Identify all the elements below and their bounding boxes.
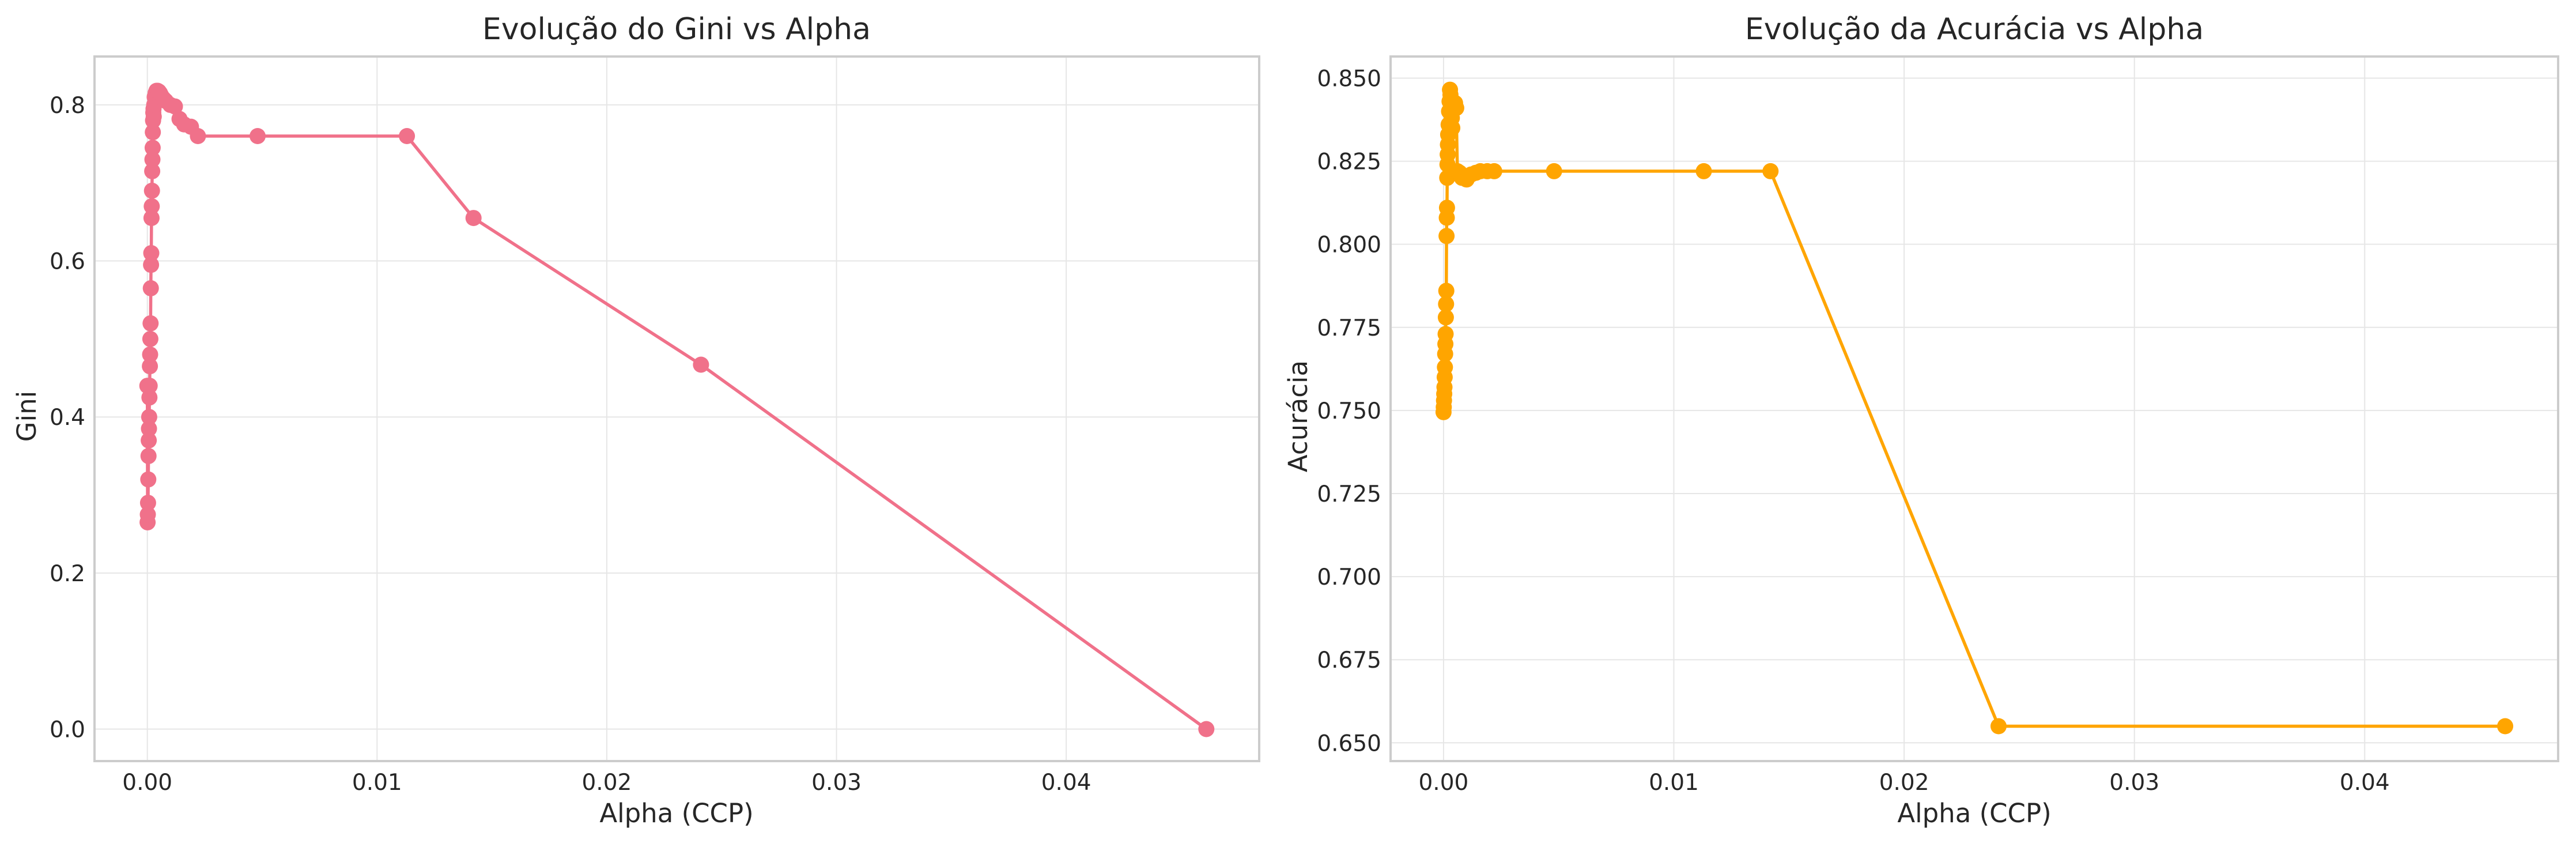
gini-x-tick-label: 0.03 bbox=[811, 770, 862, 796]
accuracy-data-point bbox=[1990, 718, 2007, 735]
accuracy-x-axis-label: Alpha (CCP) bbox=[1897, 798, 2051, 829]
gini-x-tick-label: 0.01 bbox=[352, 770, 402, 796]
gini-data-point bbox=[141, 389, 158, 406]
accuracy-data-point bbox=[1438, 283, 1455, 299]
gini-x-tick-label: 0.00 bbox=[122, 770, 172, 796]
gini-data-point bbox=[465, 210, 482, 227]
accuracy-y-tick-label: 0.750 bbox=[1317, 398, 1381, 424]
accuracy-x-tick-label: 0.01 bbox=[1649, 770, 1699, 796]
gini-data-point bbox=[250, 128, 266, 144]
accuracy-x-tick-label: 0.04 bbox=[2340, 770, 2390, 796]
gini-data-point bbox=[141, 432, 157, 449]
accuracy-data-point bbox=[1546, 163, 1562, 179]
accuracy-y-tick-label: 0.800 bbox=[1317, 232, 1381, 258]
gini-y-tick-label: 0.6 bbox=[50, 249, 85, 275]
accuracy-data-point bbox=[1448, 100, 1464, 116]
accuracy-x-tick-label: 0.03 bbox=[2109, 770, 2159, 796]
accuracy-y-tick-label: 0.775 bbox=[1317, 315, 1381, 341]
gini-y-axis-label: Gini bbox=[12, 391, 42, 442]
accuracy-chart-title: Evolução da Acurácia vs Alpha bbox=[1745, 12, 2204, 47]
accuracy-y-tick-label: 0.650 bbox=[1317, 731, 1381, 756]
gini-y-tick-label: 0.8 bbox=[50, 93, 85, 119]
accuracy-data-point bbox=[1444, 119, 1461, 136]
gini-data-point bbox=[139, 506, 156, 523]
gini-data-point bbox=[141, 409, 157, 426]
gini-data-point bbox=[141, 420, 157, 437]
accuracy-chart: Evolução da Acurácia vs Alpha 0.00 0.01 0.… bbox=[1283, 12, 2559, 829]
gini-data-point bbox=[693, 356, 709, 373]
accuracy-data-point bbox=[1438, 228, 1455, 244]
gini-x-axis-label: Alpha (CCP) bbox=[599, 798, 753, 829]
gini-chart: Evolução do Gini vs Alpha 0.00 0.01 0.02 0.… bbox=[12, 12, 1260, 829]
accuracy-y-axis-label: Acurácia bbox=[1283, 360, 1313, 472]
gini-data-point bbox=[142, 346, 158, 363]
gini-data-point bbox=[144, 151, 161, 168]
accuracy-y-tick-label: 0.675 bbox=[1317, 648, 1381, 673]
gini-data-point bbox=[140, 471, 157, 488]
gini-plot-frame bbox=[93, 55, 1260, 762]
gini-data-point bbox=[139, 495, 156, 511]
accuracy-data-point bbox=[1438, 199, 1455, 216]
accuracy-x-tick-label: 0.00 bbox=[1418, 770, 1468, 796]
gini-data-point bbox=[142, 358, 158, 375]
accuracy-data-point bbox=[1437, 309, 1454, 326]
gini-y-tick-label: 0.2 bbox=[50, 561, 85, 587]
gini-data-point bbox=[143, 182, 160, 199]
gini-series-line bbox=[145, 89, 1207, 731]
accuracy-data-point bbox=[2497, 718, 2514, 735]
gini-data-point bbox=[142, 330, 158, 347]
accuracy-y-tick-label: 0.850 bbox=[1317, 66, 1381, 92]
gini-data-point bbox=[167, 98, 183, 115]
gini-data-point bbox=[143, 210, 160, 227]
gini-x-tick-label: 0.04 bbox=[1041, 770, 1091, 796]
gini-y-tick-label: 0.4 bbox=[50, 405, 85, 431]
accuracy-y-tick-label: 0.700 bbox=[1317, 564, 1381, 590]
accuracy-x-tick-label: 0.02 bbox=[1879, 770, 1929, 796]
gini-data-point bbox=[142, 280, 159, 296]
gini-data-point bbox=[143, 257, 160, 273]
gini-data-point bbox=[143, 198, 160, 214]
accuracy-data-point bbox=[1695, 163, 1712, 179]
gini-chart-title: Evolução do Gini vs Alpha bbox=[482, 12, 871, 47]
accuracy-y-tick-label: 0.725 bbox=[1317, 481, 1381, 507]
accuracy-data-point bbox=[1438, 296, 1455, 313]
gini-x-tick-label: 0.02 bbox=[581, 770, 632, 796]
gini-data-point bbox=[142, 315, 159, 332]
gini-data-point bbox=[399, 128, 416, 144]
gini-data-point bbox=[144, 163, 161, 179]
gini-data-point bbox=[141, 378, 158, 394]
gini-data-point bbox=[1198, 721, 1215, 737]
gini-data-point bbox=[143, 245, 160, 261]
gini-data-point bbox=[144, 140, 161, 156]
accuracy-data-point bbox=[1762, 163, 1779, 179]
gini-data-point bbox=[145, 108, 162, 125]
accuracy-data-point bbox=[1437, 326, 1454, 342]
accuracy-plot-frame bbox=[1389, 55, 2559, 762]
gini-data-point bbox=[190, 128, 206, 144]
gini-y-tick-label: 0.0 bbox=[50, 717, 85, 743]
accuracy-data-point bbox=[1437, 359, 1453, 375]
accuracy-data-point bbox=[1486, 163, 1502, 179]
gini-data-point bbox=[140, 447, 157, 464]
gini-data-point bbox=[145, 124, 161, 141]
accuracy-series-line bbox=[1442, 88, 2506, 728]
accuracy-y-tick-label: 0.825 bbox=[1317, 149, 1381, 175]
